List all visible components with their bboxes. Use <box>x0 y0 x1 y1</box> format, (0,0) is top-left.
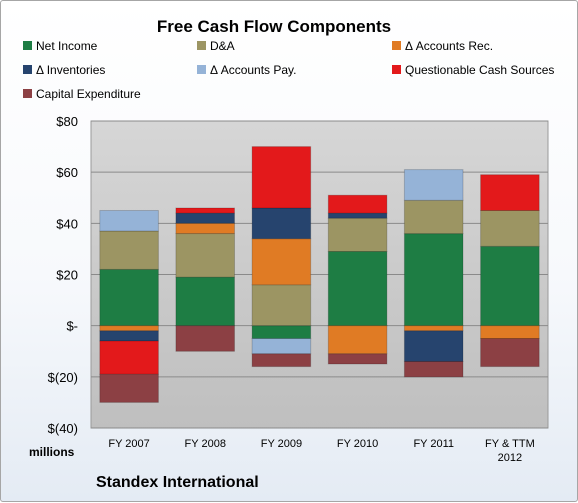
legend-swatch-net-income <box>23 41 32 50</box>
legend-swatch-accounts-rec <box>392 41 401 50</box>
bar-capital-expenditure-fy-2007 <box>99 373 159 403</box>
bar-d-a-fy-2008 <box>175 233 235 278</box>
legend: Net Income D&A Δ Accounts Rec. Δ Inventorie… <box>23 39 554 101</box>
bar-d-a-fy-ttm-2012 <box>480 210 540 247</box>
bar-d-a-fy-2011 <box>403 199 464 235</box>
bar-accounts-pay-fy-2007 <box>99 210 159 232</box>
bar-questionable-cash-sources-fy-ttm-2012 <box>480 174 540 211</box>
y-axis: $80 $60 $40 $20 $- $(20) $(40) <box>48 114 78 436</box>
legend-swatch-inventories <box>23 65 32 74</box>
bar-questionable-cash-sources-fy-2007 <box>99 340 159 375</box>
bar-capital-expenditure-fy-ttm-2012 <box>480 338 540 368</box>
x-axis: FY 2007 FY 2008 FY 2009 FY 2010 FY 2011 FY & … <box>108 438 534 464</box>
legend-label-capital-expenditure: Capital Expenditure <box>36 87 141 101</box>
y-tick-label: $20 <box>56 268 78 283</box>
y-tick-label: $80 <box>56 114 78 129</box>
y-tick-label: $- <box>66 319 78 334</box>
x-tick-label: FY 2010 <box>337 438 378 450</box>
bar-d-a-fy-2009 <box>251 284 312 327</box>
bar-accounts-rec-fy-2009 <box>251 238 312 286</box>
bar-questionable-cash-sources-fy-2009 <box>251 146 312 209</box>
bar-inventories-fy-2008 <box>175 212 235 224</box>
legend-label-d-a: D&A <box>210 39 235 53</box>
bar-net-income-fy-2010 <box>327 251 388 327</box>
company-name: Standex International <box>96 474 259 491</box>
x-tick-label: FY 2011 <box>413 438 454 450</box>
bar-questionable-cash-sources-fy-2010 <box>327 194 388 214</box>
bar-accounts-rec-fy-ttm-2012 <box>480 325 540 340</box>
bar-accounts-rec-fy-2007 <box>99 325 159 332</box>
bar-inventories-fy-2011 <box>403 330 464 362</box>
legend-label-accounts-rec: Δ Accounts Rec. <box>405 39 493 53</box>
bar-accounts-rec-fy-2011 <box>403 325 464 332</box>
bar-inventories-fy-2010 <box>327 212 388 219</box>
bar-net-income-fy-2007 <box>99 268 159 327</box>
legend-swatch-accounts-pay <box>197 65 206 74</box>
bar-accounts-rec-fy-2008 <box>175 222 235 235</box>
grid-lines <box>91 120 548 429</box>
bar-d-a-fy-2007 <box>99 230 159 270</box>
bar-accounts-rec-fy-2010 <box>327 325 388 355</box>
x-tick-label: FY 2009 <box>261 438 302 450</box>
unit-label: millions <box>29 445 75 459</box>
y-tick-label: $(20) <box>48 370 78 385</box>
legend-label-net-income: Net Income <box>36 39 98 53</box>
bar-capital-expenditure-fy-2010 <box>327 353 388 365</box>
bar-accounts-pay-fy-2009 <box>251 338 312 355</box>
legend-swatch-capital-expenditure <box>23 89 32 98</box>
y-tick-label: $60 <box>56 165 78 180</box>
chart-title: Free Cash Flow Components <box>157 17 391 36</box>
bar-capital-expenditure-fy-2011 <box>403 361 464 378</box>
bar-net-income-fy-2008 <box>175 276 235 327</box>
bar-net-income-fy-2011 <box>403 233 464 327</box>
bar-net-income-fy-2009 <box>251 325 312 340</box>
bars <box>99 146 540 403</box>
bar-accounts-pay-fy-2011 <box>403 169 464 201</box>
y-tick-label: $(40) <box>48 421 78 436</box>
y-tick-label: $40 <box>56 216 78 231</box>
legend-label-accounts-pay: Δ Accounts Pay. <box>210 63 297 77</box>
legend-swatch-questionable-cash-sources <box>392 65 401 74</box>
legend-swatch-d-a <box>197 41 206 50</box>
bar-capital-expenditure-fy-2008 <box>175 325 235 352</box>
x-tick-label: FY & TTM 2012 <box>485 438 535 464</box>
bar-net-income-fy-ttm-2012 <box>480 245 540 327</box>
bar-capital-expenditure-fy-2009 <box>251 353 312 368</box>
bar-d-a-fy-2010 <box>327 217 388 252</box>
legend-label-inventories: Δ Inventories <box>36 63 105 77</box>
legend-label-questionable-cash-sources: Questionable Cash Sources <box>405 63 554 77</box>
x-tick-label: FY 2008 <box>185 438 226 450</box>
bar-questionable-cash-sources-fy-2008 <box>175 207 235 214</box>
bar-inventories-fy-2007 <box>99 330 159 342</box>
x-tick-label: FY 2007 <box>108 438 149 450</box>
bar-inventories-fy-2009 <box>251 207 312 240</box>
